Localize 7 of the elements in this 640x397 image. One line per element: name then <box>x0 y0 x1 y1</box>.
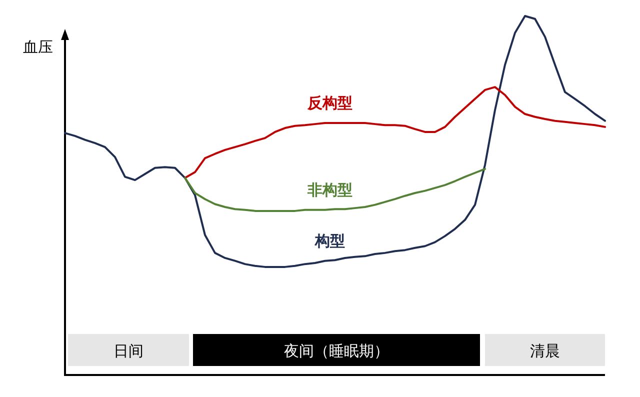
series-label: 非构型 <box>306 182 352 199</box>
annotation: 清晨 <box>530 343 560 360</box>
y-axis-title: 血压 <box>23 39 53 56</box>
annotation: 夜间（睡眠期） <box>284 343 389 360</box>
series-label: 构型 <box>314 232 345 250</box>
annotation: 日间 <box>114 343 144 360</box>
series-label: 反构型 <box>306 94 352 112</box>
